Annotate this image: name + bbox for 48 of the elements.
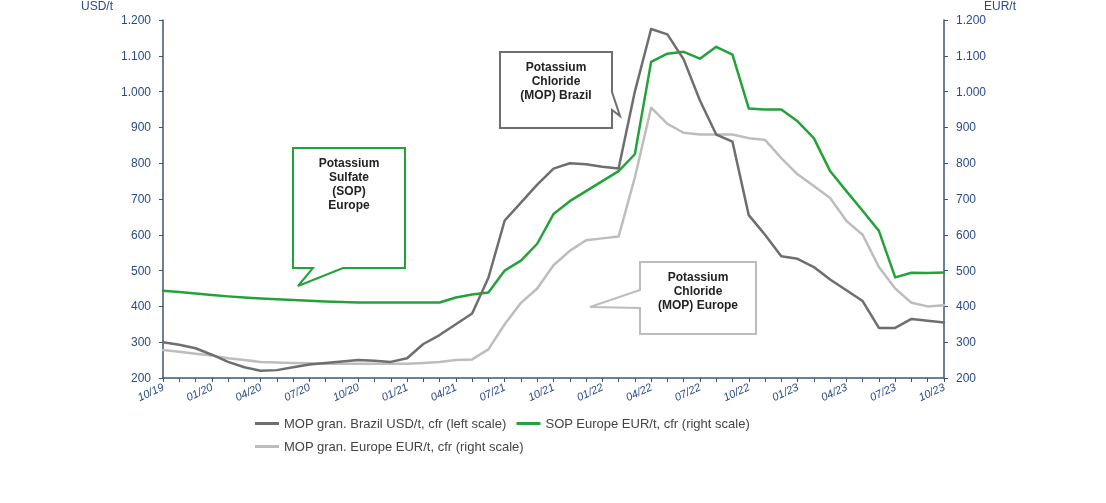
x-tick-label: 01/20 [184, 380, 216, 404]
x-tick-label: 04/21 [428, 380, 459, 404]
y2-tick-label: 900 [956, 120, 977, 135]
y-tick-label: 600 [130, 227, 152, 242]
legend-label: SOP Europe EUR/t, cfr (right scale) [545, 416, 750, 431]
y2-axis-title: EUR/t [984, 0, 1017, 13]
y2-tick-label: 1.200 [956, 13, 987, 27]
annotation: Potassium Chloride (MOP) Brazil [519, 59, 593, 104]
y2-tick-label: 300 [956, 335, 977, 350]
x-tick-label: 10/23 [916, 380, 948, 404]
y-tick-label: 700 [130, 192, 152, 206]
y-tick-label: 300 [130, 335, 152, 350]
y2-tick-label: 600 [956, 227, 977, 242]
y-axis-title: USD/t [80, 0, 114, 13]
x-tick-label: 07/23 [867, 380, 899, 404]
line-series [161, 106, 946, 365]
x-tick-label: 04/22 [623, 380, 654, 404]
y-tick-label: 200 [130, 371, 152, 385]
y2-tick-label: 400 [956, 299, 977, 314]
x-tick-label: 10/20 [330, 380, 362, 404]
x-tick-label: 07/20 [281, 380, 313, 404]
x-tick-label: 04/23 [818, 380, 850, 404]
y-tick-label: 500 [130, 263, 152, 278]
y2-tick-label: 200 [956, 371, 977, 385]
x-tick-label: 07/21 [477, 380, 508, 404]
x-tick-label: 10/22 [721, 380, 752, 404]
annotation: Potassium Sulfate (SOP) Europe [317, 155, 381, 214]
x-tick-label: 10/21 [526, 380, 557, 404]
y-tick-label: 1.000 [120, 84, 152, 99]
y2-tick-label: 1.100 [956, 48, 987, 63]
y2-tick-label: 1.000 [956, 84, 987, 99]
y2-tick-label: 800 [956, 156, 977, 171]
y-tick-label: 900 [130, 120, 152, 135]
y2-tick-label: 700 [956, 192, 977, 206]
x-tick-label: 04/20 [233, 380, 264, 404]
y-tick-label: 1.200 [120, 13, 152, 27]
legend-label: MOP gran. Brazil USD/t, cfr (left scale) [284, 416, 507, 431]
y-tick-label: 800 [130, 156, 152, 171]
y-tick-label: 400 [130, 299, 152, 314]
y-tick-label: 1.100 [120, 48, 152, 63]
x-tick-label: 01/23 [770, 380, 801, 404]
y2-tick-label: 500 [956, 263, 977, 278]
x-tick-label: 01/21 [379, 380, 410, 404]
annotation: Potassium Chloride (MOP) Europe [657, 269, 739, 314]
x-tick-label: 07/22 [672, 380, 703, 404]
x-tick-label: 01/22 [574, 380, 605, 404]
line-series [161, 27, 946, 373]
legend-label: MOP gran. Europe EUR/t, cfr (right scale) [284, 439, 524, 454]
